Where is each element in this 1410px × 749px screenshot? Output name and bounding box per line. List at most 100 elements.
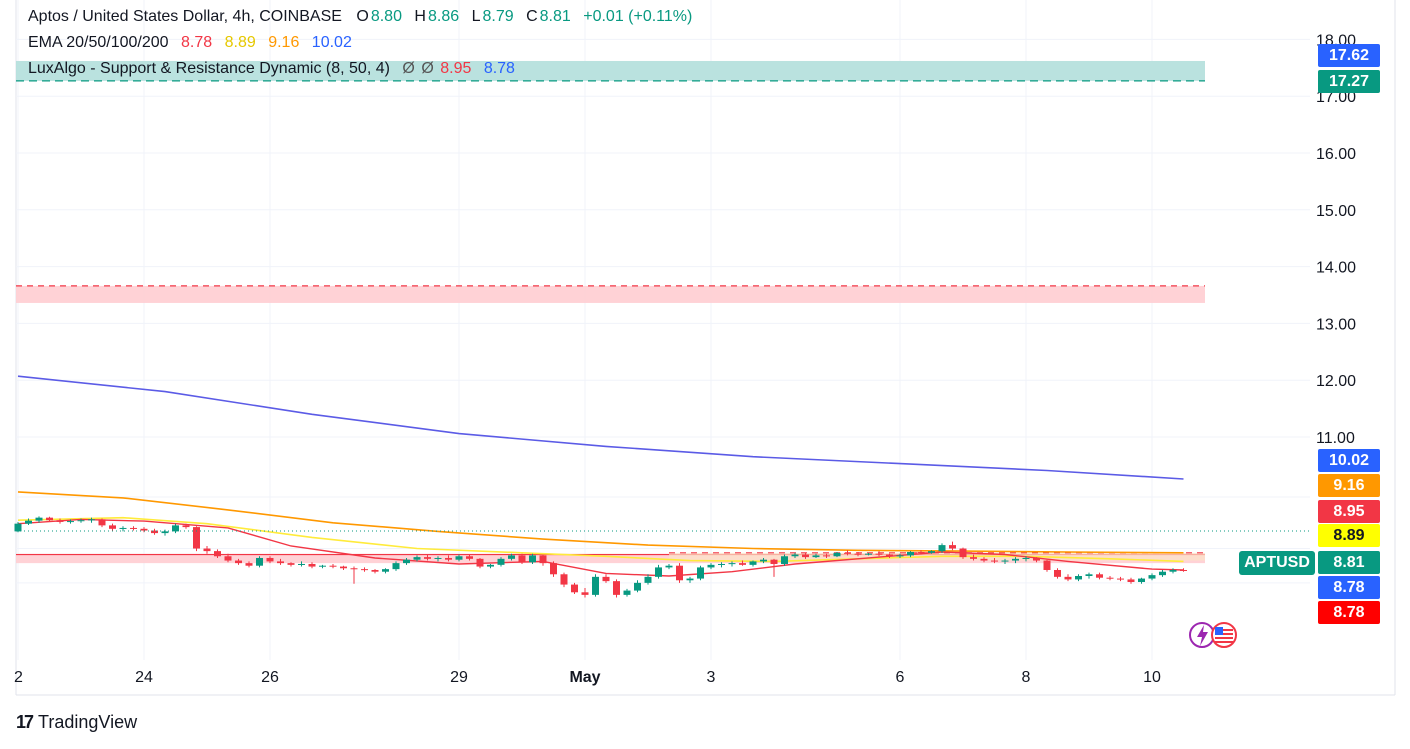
candle-body: [298, 563, 305, 565]
x-tick-label: 3: [707, 669, 716, 686]
luxalgo-legend[interactable]: LuxAlgo - Support & Resistance Dynamic (…: [28, 60, 517, 78]
candle-body: [854, 553, 862, 555]
candle-body: [970, 557, 977, 559]
x-tick-label: 6: [896, 669, 905, 686]
candle-body: [235, 560, 242, 564]
hidden-plot-icon: Ø: [402, 60, 415, 77]
candle-body: [833, 552, 841, 557]
candle-body: [529, 555, 536, 563]
candle-body: [644, 576, 652, 583]
sr-zone-resistance_low: [16, 553, 1205, 564]
candle-body: [413, 557, 421, 560]
ema50-line: [17, 516, 1184, 563]
candle-body: [140, 528, 148, 531]
ema20-line: [17, 518, 1184, 577]
candle-body: [980, 558, 988, 561]
candle-body: [655, 567, 662, 577]
close-label: C: [526, 8, 538, 25]
candle-body: [1054, 569, 1061, 577]
price-tag: 17.62: [1318, 44, 1380, 67]
candle-body: [844, 552, 851, 554]
candle-body: [949, 545, 956, 549]
candle-body: [256, 557, 263, 566]
candle-body: [1096, 574, 1103, 578]
candle-body: [959, 548, 967, 558]
candle-body: [1012, 558, 1019, 561]
candle-body: [571, 584, 578, 593]
candle-body: [917, 551, 925, 553]
candle-body: [14, 523, 22, 532]
price-tag: 10.02: [1318, 449, 1380, 472]
candle-body: [308, 563, 316, 567]
tradingview-brand[interactable]: 17 TradingView: [16, 712, 137, 733]
candle-body: [172, 525, 179, 532]
candle-body: [403, 559, 410, 564]
x-tick-label: 2: [14, 669, 23, 686]
brand-name: TradingView: [38, 712, 138, 732]
candle-body: [350, 568, 358, 570]
candle-body: [991, 560, 998, 562]
y-tick-label: 11.00: [1316, 430, 1355, 447]
candle-body: [1064, 576, 1072, 580]
candle-body: [35, 517, 43, 521]
candle-body: [476, 558, 484, 567]
candle-body: [602, 576, 610, 582]
sr-zone-support: [16, 60, 1205, 81]
close-value: 8.81: [539, 8, 571, 25]
candle-body: [382, 569, 389, 572]
x-tick-label: 26: [261, 669, 279, 686]
candle-body: [46, 517, 53, 521]
symbol-price-tag: APTUSD: [1239, 551, 1315, 575]
x-tick-label: 29: [450, 669, 468, 686]
sr-zone-resistance: [16, 285, 1205, 303]
ema50-value: 8.89: [224, 34, 256, 51]
candle-body: [865, 553, 872, 555]
candle-body: [1033, 557, 1040, 561]
candle-body: [455, 556, 463, 560]
price-tag: 8.95: [1318, 500, 1380, 523]
high-label: H: [414, 8, 426, 25]
candle-body: [1001, 560, 1009, 562]
candle-body: [98, 519, 106, 526]
candle-body: [277, 561, 284, 564]
ema100-value: 9.16: [268, 34, 300, 51]
candle-body: [424, 557, 431, 559]
price-tag: 8.89: [1318, 524, 1380, 547]
candle-body: [728, 563, 736, 565]
candle-body: [875, 553, 883, 555]
candle-body: [67, 521, 74, 523]
candle-body: [392, 563, 400, 570]
candle-body: [560, 574, 568, 585]
candle-body: [214, 551, 221, 557]
candle-body: [823, 555, 830, 557]
open-value: 8.80: [370, 8, 402, 25]
candle-body: [287, 563, 295, 565]
candle-body: [665, 565, 673, 568]
candle-body: [445, 557, 452, 560]
promo-icons[interactable]: [1188, 620, 1244, 650]
candle-body: [928, 551, 935, 553]
candle-body: [361, 569, 368, 571]
candle-body: [56, 520, 64, 522]
candle-body: [907, 551, 914, 556]
low-label: L: [471, 8, 481, 25]
low-value: 8.79: [482, 8, 514, 25]
candle-body: [613, 581, 620, 595]
ema-legend[interactable]: EMA 20/50/100/200 8.78 8.89 9.16 10.02: [28, 34, 354, 52]
ema-label: EMA 20/50/100/200: [28, 34, 169, 51]
luxalgo-support-value: 8.78: [483, 60, 515, 77]
price-tag: 8.78: [1318, 576, 1380, 599]
open-label: O: [356, 8, 369, 25]
y-tick-label: 14.00: [1316, 260, 1356, 277]
candle-body: [760, 559, 767, 562]
candle-body: [749, 561, 757, 565]
candle-body: [781, 556, 788, 564]
candle-body: [77, 520, 85, 522]
candle-body: [550, 563, 557, 575]
ema100-line: [17, 491, 1184, 554]
candle-body: [193, 527, 200, 549]
candle-body: [245, 563, 253, 566]
candle-body: [623, 590, 631, 595]
y-tick-label: 15.00: [1316, 203, 1356, 220]
